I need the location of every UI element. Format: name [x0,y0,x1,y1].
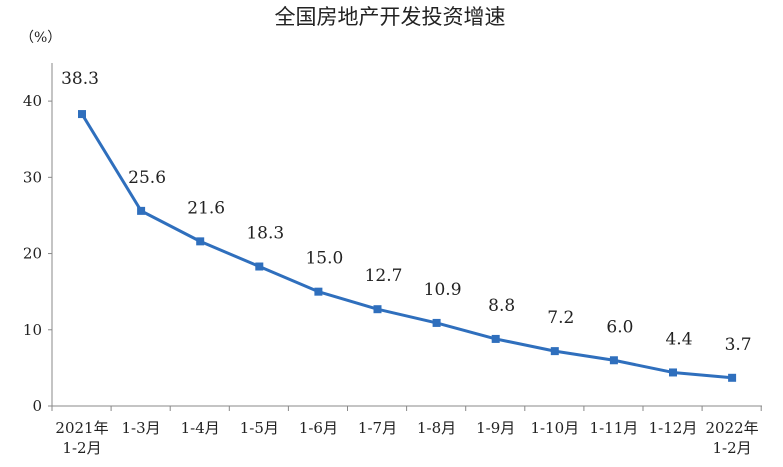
data-label: 6.0 [606,317,633,337]
data-point-marker [78,110,86,119]
x-axis-tick-label: 2022年 [706,419,759,437]
y-axis-tick-label: 0 [32,397,42,415]
x-axis-tick-label: 1-7月 [358,419,397,437]
y-axis-tick-label: 40 [23,92,42,110]
y-axis-tick-label: 30 [23,168,42,186]
data-point-marker [550,347,559,356]
x-axis-ticks: 2021年 1-2月 1-3月 1-4月 1-5月 1-6月 1-7月 1-8月 1-9月 1-1… [51,406,762,457]
x-axis-tick-label: 1-9月 [476,419,515,437]
data-point-marker [255,262,264,271]
series-line [80,112,734,380]
data-label: 25.6 [128,168,166,188]
data-point-marker [491,334,500,343]
data-label: 4.4 [665,329,692,349]
x-axis-tick-label: 1-12月 [649,419,698,437]
x-axis-tick-label: 1-8月 [417,419,456,437]
value-labels-group: 38.3 25.6 21.6 18.3 15.0 12.7 10.9 8.8 7.2 6.0 4.4… [61,69,752,355]
series-group [80,112,734,380]
data-label: 8.8 [488,296,515,316]
data-label: 21.6 [187,198,225,218]
data-label: 3.7 [725,335,752,355]
data-point-marker [669,368,677,377]
x-axis-tick-label: 1-11月 [590,419,639,437]
x-axis-tick-label: 1-2月 [713,439,752,457]
data-label: 7.2 [547,308,574,328]
y-axis-unit-label: （%） [20,30,61,46]
x-axis-tick-label: 1-4月 [181,419,220,437]
data-point-marker [728,373,737,382]
data-label: 12.7 [365,266,403,286]
y-axis-ticks: 0 10 20 30 40 [23,92,52,415]
data-point-marker [373,305,382,314]
x-axis-tick-label: 1-6月 [299,419,338,437]
data-point-marker [137,206,146,215]
data-point-marker [314,287,323,296]
y-axis-tick-label: 20 [23,245,42,263]
y-axis-tick-label: 10 [23,321,42,339]
data-label: 15.0 [305,249,343,269]
data-point-marker [432,318,441,327]
data-point-marker [196,237,205,246]
x-axis-tick-label: 2021年 [55,419,108,437]
x-axis-tick-label: 1-10月 [530,419,579,437]
data-label: 18.3 [246,224,284,244]
chart-title: 全国房地产开发投资增速 [275,5,506,29]
points-group [78,110,737,382]
data-label: 10.9 [424,280,462,300]
x-axis-tick-label: 1-5月 [240,419,279,437]
x-axis-tick-label: 1-3月 [122,419,161,437]
data-label: 38.3 [61,69,99,89]
x-axis-tick-label: 1-2月 [62,439,101,457]
data-point-marker [609,356,618,365]
